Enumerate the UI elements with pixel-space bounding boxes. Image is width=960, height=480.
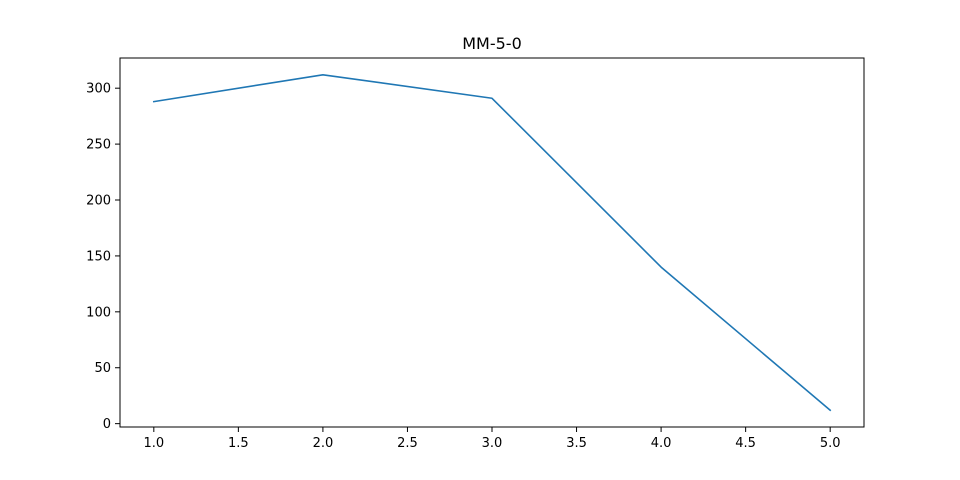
x-tick-label: 2.0 (313, 436, 334, 451)
x-tick-label: 1.0 (143, 436, 164, 451)
x-tick-label: 2.5 (397, 436, 418, 451)
x-tick-label: 4.0 (651, 436, 672, 451)
series-line-0 (152, 73, 832, 412)
y-tick-label: 200 (86, 194, 111, 209)
y-tick-label: 300 (86, 82, 111, 97)
x-tick-label: 5.0 (820, 436, 841, 451)
y-tick-label: 250 (86, 138, 111, 153)
y-tick-label: 50 (94, 361, 111, 376)
series-layer (152, 73, 832, 412)
chart-title: MM-5-0 (462, 34, 522, 53)
x-tick-label: 4.5 (735, 436, 756, 451)
x-tick-label: 1.5 (228, 436, 249, 451)
x-axis: 1.0 1.5 2.0 2.5 3.0 3.5 4.0 4.5 5.0 (143, 427, 841, 451)
x-tick-label: 3.0 (482, 436, 503, 451)
y-tick-label: 100 (86, 305, 111, 320)
x-tick-label: 3.5 (566, 436, 587, 451)
y-tick-label: 150 (86, 249, 111, 264)
y-axis: 0 50 100 150 200 250 300 (86, 82, 120, 432)
y-tick-label: 0 (103, 417, 111, 432)
plot-frame (119, 57, 865, 428)
